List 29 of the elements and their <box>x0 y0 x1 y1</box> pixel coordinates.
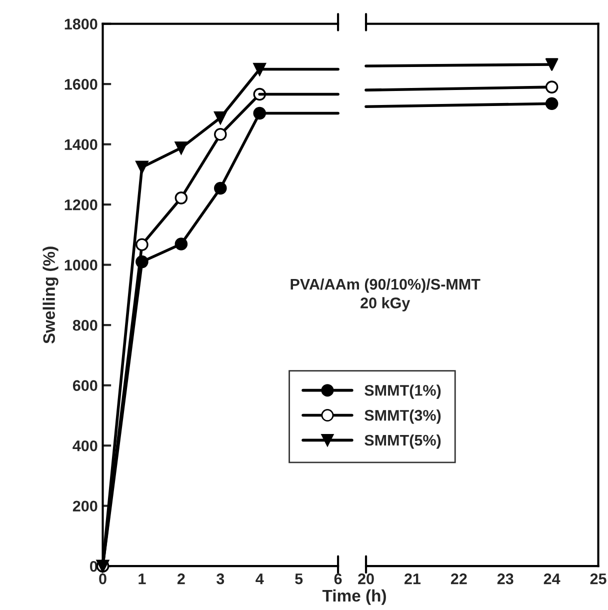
y-tick-label: 200 <box>72 500 98 512</box>
y-tick-label: 800 <box>72 320 98 331</box>
x-tick-label: 20 <box>358 573 374 584</box>
legend-label: SMMT(1%) <box>364 384 441 399</box>
x-tick-label: 21 <box>404 573 421 584</box>
x-tick-label: 22 <box>450 573 467 584</box>
x-tick-label: 1 <box>138 574 146 584</box>
x-tick-label: 25 <box>590 573 606 584</box>
x-tick-label: 2 <box>177 573 185 584</box>
x-tick-label: 0 <box>99 573 106 584</box>
y-tick-label: 1000 <box>64 260 98 270</box>
x-axis-title: Time (h) <box>322 589 386 605</box>
annotation: PVA/AAm (90/10%)/S-MMT 20 kGy <box>290 278 480 312</box>
y-axis-title: Swelling (%) <box>42 246 58 344</box>
y-tick-label: 1800 <box>64 18 98 30</box>
y-tick-label: 1400 <box>64 139 98 150</box>
legend-label: SMMT(5%) <box>364 434 441 449</box>
x-tick-label: 6 <box>334 573 342 584</box>
legend-label: SMMT(3%) <box>364 410 441 424</box>
y-tick-label: 0 <box>90 560 98 572</box>
y-tick-label: 1600 <box>64 78 98 90</box>
y-tick-label: 600 <box>72 380 98 392</box>
y-tick-label: 400 <box>72 440 98 452</box>
x-tick-label: 3 <box>216 573 224 584</box>
x-tick-label: 5 <box>295 574 303 584</box>
y-tick-label: 1200 <box>64 199 98 210</box>
x-tick-label: 23 <box>497 573 514 584</box>
x-tick-label: 4 <box>256 574 264 584</box>
x-tick-label: 24 <box>544 573 560 584</box>
